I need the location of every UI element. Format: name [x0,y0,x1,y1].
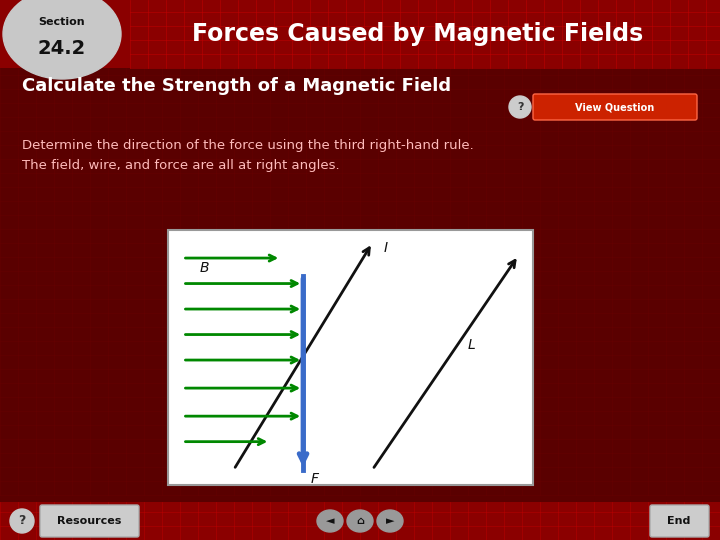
FancyBboxPatch shape [0,0,720,68]
Text: Section: Section [39,17,85,27]
Text: L: L [467,338,475,352]
Text: ◄: ◄ [325,516,334,526]
Circle shape [509,96,531,118]
Circle shape [10,509,34,533]
Text: 24.2: 24.2 [38,38,86,57]
Text: ?: ? [517,102,523,112]
Text: Forces Caused by Magnetic Fields: Forces Caused by Magnetic Fields [192,22,643,46]
Text: B: B [199,261,210,275]
Text: View Question: View Question [575,102,654,112]
Text: Determine the direction of the force using the third right-hand rule.: Determine the direction of the force usi… [22,139,474,152]
FancyBboxPatch shape [168,230,533,485]
Text: The field, wire, and force are all at right angles.: The field, wire, and force are all at ri… [22,159,340,172]
Text: ?: ? [18,515,26,528]
FancyBboxPatch shape [0,502,720,540]
Text: I: I [383,241,387,255]
Ellipse shape [3,0,121,79]
Text: Calculate the Strength of a Magnetic Field: Calculate the Strength of a Magnetic Fie… [22,77,451,95]
FancyBboxPatch shape [533,94,697,120]
Ellipse shape [317,510,343,532]
Text: F: F [311,472,319,485]
Text: End: End [667,516,690,526]
FancyBboxPatch shape [650,505,709,537]
Ellipse shape [377,510,403,532]
Text: ⌂: ⌂ [356,516,364,526]
Text: ►: ► [386,516,395,526]
FancyBboxPatch shape [40,505,139,537]
Ellipse shape [347,510,373,532]
Text: Resources: Resources [57,516,121,526]
